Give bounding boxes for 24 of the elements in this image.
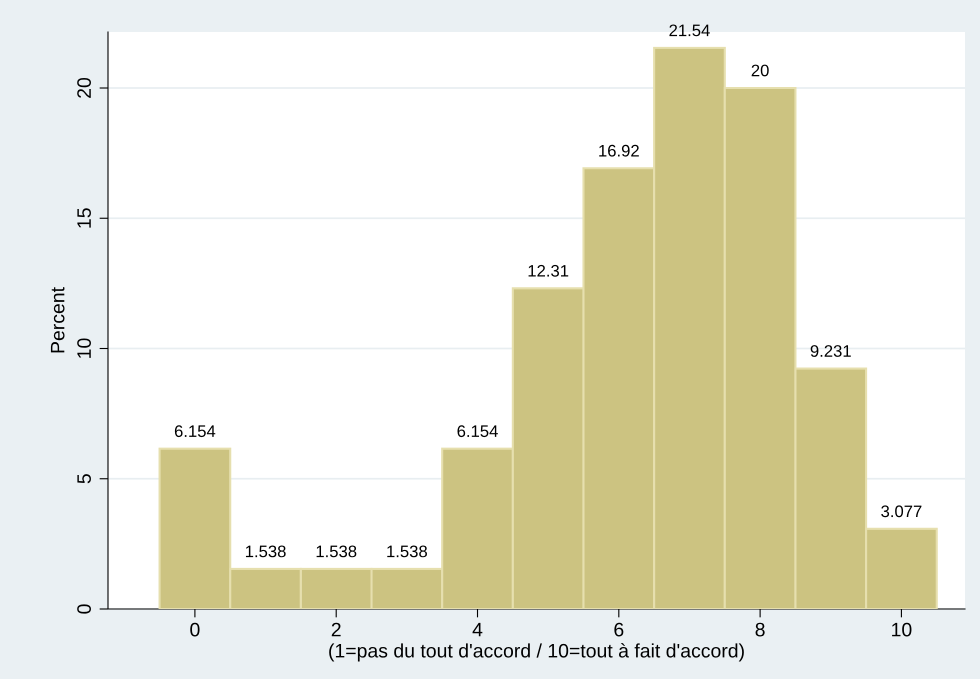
data-label: 16.92 <box>599 144 639 157</box>
y-tick-label: 5 <box>77 474 91 484</box>
x-tick-label: 2 <box>332 622 341 636</box>
y-tick-label: 15 <box>77 208 91 228</box>
data-label: 9.231 <box>810 345 851 357</box>
data-label: 20 <box>752 64 769 76</box>
x-tick-label: 10 <box>892 622 912 636</box>
x-tick-label: 6 <box>614 622 624 636</box>
y-tick-label: 10 <box>77 338 91 358</box>
x-tick-label: 0 <box>190 622 200 636</box>
data-label: 3.077 <box>881 505 922 518</box>
data-label: 1.538 <box>387 546 427 558</box>
data-label: 6.154 <box>458 425 498 438</box>
data-label: 21.54 <box>669 24 710 36</box>
x-tick-label: 8 <box>756 622 765 636</box>
y-tick-label: 0 <box>77 604 91 614</box>
y-axis-title: Percent <box>50 287 65 352</box>
data-label: 1.538 <box>246 546 286 558</box>
x-tick-label: 4 <box>472 622 482 636</box>
y-tick-label: 20 <box>77 78 91 98</box>
data-label: 6.154 <box>174 425 216 438</box>
data-label: 12.31 <box>528 264 568 277</box>
data-label: 1.538 <box>316 546 356 558</box>
x-axis-title: (1=pas du tout d'accord / 10=tout à fait d'accord) <box>329 643 744 662</box>
